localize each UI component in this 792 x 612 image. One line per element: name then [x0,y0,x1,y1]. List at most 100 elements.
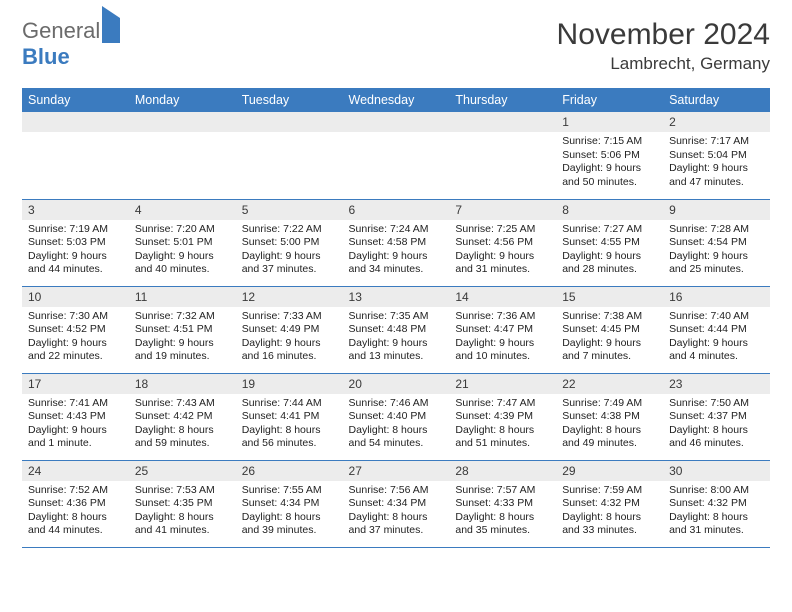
day-line: Daylight: 8 hours [349,511,444,525]
day-number: 11 [129,287,236,307]
day-line: Sunrise: 7:52 AM [28,484,123,498]
day-line: Daylight: 8 hours [28,511,123,525]
day-body: Sunrise: 7:57 AMSunset: 4:33 PMDaylight:… [449,481,556,544]
day-body: Sunrise: 7:56 AMSunset: 4:34 PMDaylight:… [343,481,450,544]
day-number: 1 [556,112,663,132]
day-line: Sunset: 4:35 PM [135,497,230,511]
day-body: Sunrise: 7:17 AMSunset: 5:04 PMDaylight:… [663,132,770,195]
day-number [343,112,450,132]
day-body: Sunrise: 7:22 AMSunset: 5:00 PMDaylight:… [236,220,343,283]
day-line: Sunrise: 7:50 AM [669,397,764,411]
day-line: Daylight: 9 hours [669,250,764,264]
day-number: 7 [449,200,556,220]
day-number: 5 [236,200,343,220]
day-line: Sunset: 4:42 PM [135,410,230,424]
day-line: Sunset: 4:48 PM [349,323,444,337]
calendar-day-cell: 26Sunrise: 7:55 AMSunset: 4:34 PMDayligh… [236,460,343,547]
calendar-day-cell: 9Sunrise: 7:28 AMSunset: 4:54 PMDaylight… [663,199,770,286]
day-line: Daylight: 9 hours [562,337,657,351]
calendar-day-cell [343,112,450,199]
day-line: and 31 minutes. [455,263,550,277]
calendar-day-cell: 17Sunrise: 7:41 AMSunset: 4:43 PMDayligh… [22,373,129,460]
day-body: Sunrise: 7:43 AMSunset: 4:42 PMDaylight:… [129,394,236,457]
day-line: Sunset: 4:51 PM [135,323,230,337]
day-line: Sunrise: 7:24 AM [349,223,444,237]
day-number: 10 [22,287,129,307]
calendar-day-cell: 2Sunrise: 7:17 AMSunset: 5:04 PMDaylight… [663,112,770,199]
weekday-header: Thursday [449,88,556,112]
day-body: Sunrise: 7:41 AMSunset: 4:43 PMDaylight:… [22,394,129,457]
day-line: and 7 minutes. [562,350,657,364]
day-number: 12 [236,287,343,307]
day-line: Sunrise: 7:20 AM [135,223,230,237]
day-body: Sunrise: 7:28 AMSunset: 4:54 PMDaylight:… [663,220,770,283]
calendar-week-row: 10Sunrise: 7:30 AMSunset: 4:52 PMDayligh… [22,286,770,373]
day-line: and 10 minutes. [455,350,550,364]
day-line: and 39 minutes. [242,524,337,538]
day-number: 22 [556,374,663,394]
day-line: and 28 minutes. [562,263,657,277]
day-number: 19 [236,374,343,394]
day-line: Sunrise: 7:55 AM [242,484,337,498]
day-body: Sunrise: 7:24 AMSunset: 4:58 PMDaylight:… [343,220,450,283]
day-number: 21 [449,374,556,394]
day-number: 25 [129,461,236,481]
day-line: Sunrise: 7:19 AM [28,223,123,237]
day-line: Sunrise: 7:36 AM [455,310,550,324]
day-number: 23 [663,374,770,394]
day-line: and 33 minutes. [562,524,657,538]
day-line: Daylight: 9 hours [135,337,230,351]
calendar-day-cell [129,112,236,199]
day-line: Sunrise: 7:38 AM [562,310,657,324]
day-body: Sunrise: 7:52 AMSunset: 4:36 PMDaylight:… [22,481,129,544]
day-line: Sunrise: 7:43 AM [135,397,230,411]
day-number [22,112,129,132]
calendar-day-cell: 24Sunrise: 7:52 AMSunset: 4:36 PMDayligh… [22,460,129,547]
day-body: Sunrise: 7:36 AMSunset: 4:47 PMDaylight:… [449,307,556,370]
calendar-week-row: 17Sunrise: 7:41 AMSunset: 4:43 PMDayligh… [22,373,770,460]
day-line: Sunset: 4:37 PM [669,410,764,424]
day-line: Daylight: 9 hours [562,250,657,264]
day-line: and 25 minutes. [669,263,764,277]
logo-text-blue: Blue [22,44,70,69]
day-line: Sunrise: 7:35 AM [349,310,444,324]
day-line: Sunrise: 7:28 AM [669,223,764,237]
calendar-day-cell: 14Sunrise: 7:36 AMSunset: 4:47 PMDayligh… [449,286,556,373]
day-line: Daylight: 9 hours [349,337,444,351]
day-line: Sunset: 4:54 PM [669,236,764,250]
day-body: Sunrise: 7:59 AMSunset: 4:32 PMDaylight:… [556,481,663,544]
day-line: and 4 minutes. [669,350,764,364]
day-line: Sunset: 5:03 PM [28,236,123,250]
day-line: Sunset: 4:45 PM [562,323,657,337]
day-line: Daylight: 8 hours [135,424,230,438]
day-line: Daylight: 9 hours [242,250,337,264]
day-line: Sunrise: 7:57 AM [455,484,550,498]
day-line: Daylight: 9 hours [135,250,230,264]
day-line: Sunrise: 7:15 AM [562,135,657,149]
day-line: Sunset: 5:00 PM [242,236,337,250]
day-line: Daylight: 9 hours [349,250,444,264]
logo-triangle-icon [102,6,120,43]
day-number: 18 [129,374,236,394]
calendar-header-row: SundayMondayTuesdayWednesdayThursdayFrid… [22,88,770,112]
day-number: 15 [556,287,663,307]
weekday-header: Sunday [22,88,129,112]
day-line: Daylight: 9 hours [28,424,123,438]
day-line: Sunset: 4:34 PM [242,497,337,511]
day-line: Daylight: 9 hours [242,337,337,351]
calendar-day-cell: 10Sunrise: 7:30 AMSunset: 4:52 PMDayligh… [22,286,129,373]
calendar-day-cell [449,112,556,199]
calendar-day-cell: 6Sunrise: 7:24 AMSunset: 4:58 PMDaylight… [343,199,450,286]
day-body: Sunrise: 7:44 AMSunset: 4:41 PMDaylight:… [236,394,343,457]
day-body: Sunrise: 7:25 AMSunset: 4:56 PMDaylight:… [449,220,556,283]
day-line: Sunset: 4:56 PM [455,236,550,250]
day-body: Sunrise: 7:33 AMSunset: 4:49 PMDaylight:… [236,307,343,370]
day-number: 13 [343,287,450,307]
location-label: Lambrecht, Germany [557,54,770,74]
day-number [129,112,236,132]
calendar-day-cell: 3Sunrise: 7:19 AMSunset: 5:03 PMDaylight… [22,199,129,286]
day-line: Daylight: 9 hours [562,162,657,176]
calendar-day-cell: 30Sunrise: 8:00 AMSunset: 4:32 PMDayligh… [663,460,770,547]
day-line: Daylight: 8 hours [669,511,764,525]
day-line: Sunset: 4:32 PM [669,497,764,511]
